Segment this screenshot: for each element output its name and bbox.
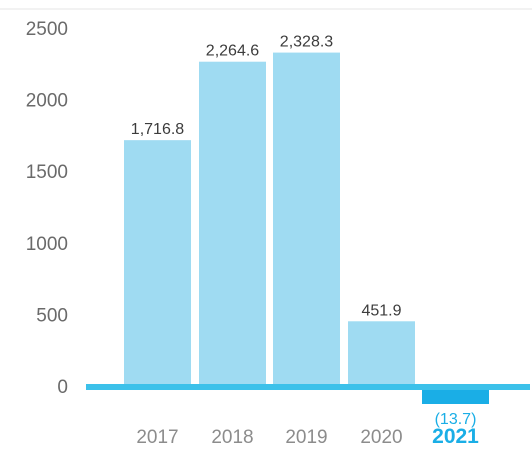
- y-tick-label: 500: [36, 305, 68, 326]
- zero-baseline: [86, 384, 530, 390]
- x-tick-label-2017: 2017: [136, 427, 178, 448]
- data-label-2019: 2,328.3: [280, 34, 333, 51]
- data-label-2017: 1,716.8: [131, 121, 184, 138]
- y-tick-label: 2500: [26, 19, 68, 40]
- y-tick-label: 2000: [26, 91, 68, 112]
- y-tick-label: 0: [57, 377, 68, 398]
- y-tick-label: 1000: [26, 234, 68, 255]
- data-label-2020: 451.9: [361, 302, 401, 319]
- data-label-2021: (13.7): [435, 411, 477, 428]
- x-tick-label-2021: 2021: [432, 425, 479, 448]
- x-tick-label-2020: 2020: [360, 427, 402, 448]
- y-tick-label: 1500: [26, 162, 68, 183]
- x-tick-label-2019: 2019: [285, 427, 327, 448]
- bar-2019: [273, 52, 340, 387]
- data-label-2018: 2,264.6: [206, 43, 259, 60]
- bar-2018: [199, 61, 266, 386]
- x-tick-label-2018: 2018: [211, 427, 253, 448]
- bar-2021: [422, 386, 489, 404]
- bar-2020: [348, 321, 415, 386]
- bar-2017: [124, 140, 191, 386]
